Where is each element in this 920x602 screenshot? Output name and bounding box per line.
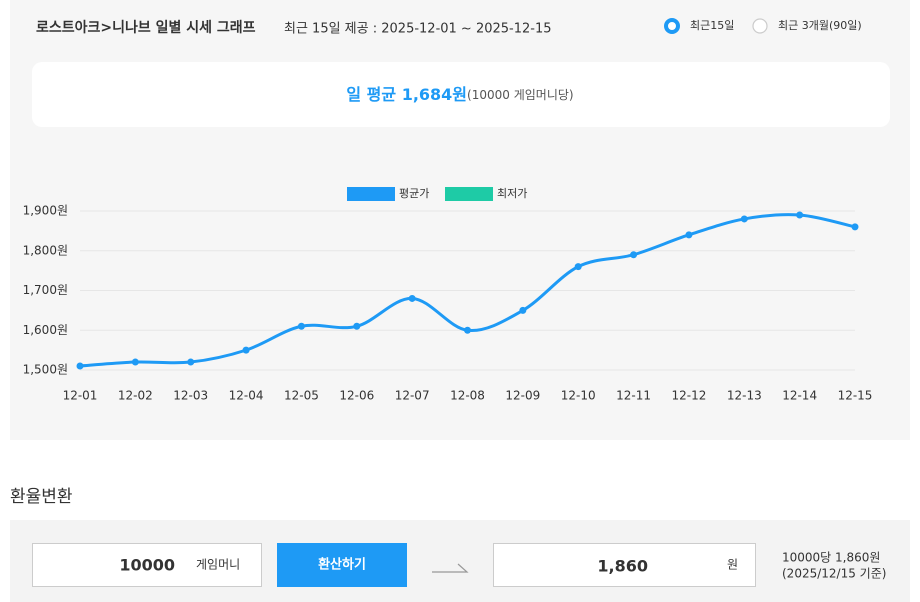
point [464, 326, 471, 334]
arrow [432, 563, 469, 573]
x-tick-label: 12-03 [173, 389, 208, 403]
point [76, 362, 84, 370]
legend-label: 평균가 [399, 187, 429, 200]
radio-label[interactable]: 최근15일 [690, 18, 734, 32]
y-tick-label: 1,800원 [23, 243, 68, 257]
point [796, 211, 804, 219]
x-tick-label: 12-05 [284, 389, 319, 403]
y-tick-label: 1,500원 [23, 363, 68, 377]
section-title: 환율변환 [10, 487, 73, 507]
x-tick-label: 12-11 [616, 389, 651, 403]
legend-label: 최저가 [497, 187, 527, 200]
radio-label[interactable]: 최근 3개월(90일) [778, 18, 862, 32]
x-tick-label: 12-07 [395, 389, 430, 403]
button-label[interactable]: 환산하기 [318, 557, 366, 573]
result-unit: 원 [727, 558, 738, 572]
result: 1,860 [597, 557, 648, 576]
radio[interactable] [752, 18, 768, 34]
x-tick-label: 12-10 [561, 389, 596, 403]
summary-note: (10000 게임머니당) [467, 88, 574, 102]
x-tick-label: 12-13 [727, 389, 762, 403]
summary-card [32, 62, 890, 127]
point [131, 358, 139, 366]
x-tick-label: 12-15 [838, 389, 873, 403]
y-tick-label: 1,900원 [23, 204, 68, 218]
point [408, 294, 416, 302]
x-tick-label: 12-01 [63, 389, 98, 403]
rate-date: (2025/12/15 기준) [782, 567, 886, 581]
summary-main: 일 평균 1,684원 [346, 85, 467, 104]
x-tick-label: 12-09 [505, 389, 540, 403]
point [740, 215, 748, 223]
x-tick-label: 12-12 [671, 389, 706, 403]
subtitle: 최근 15일 제공 : 2025-12-01 ~ 2025-12-15 [284, 22, 552, 37]
rate-note: 10000당 1,860원 [782, 551, 880, 565]
point [187, 358, 195, 366]
legend-swatch [445, 187, 493, 201]
chart: 1,500원 1,600원 1,700원 1,800원 1,900원 12-01 12-02… [23, 187, 873, 403]
x-tick-label: 12-06 [339, 389, 374, 403]
page-title: 로스트아크>니나브 일별 시세 그래프 [36, 19, 256, 36]
x-tick-label: 12-04 [229, 389, 264, 403]
amount-input[interactable] [32, 543, 262, 587]
radio-selected[interactable] [664, 18, 680, 34]
point [685, 231, 693, 239]
y-tick-label: 1,600원 [23, 323, 68, 337]
convert-button[interactable] [277, 543, 407, 587]
amount: 10000 [119, 556, 175, 575]
x-tick-label: 12-14 [782, 389, 817, 403]
point [574, 263, 582, 271]
point [242, 346, 250, 354]
legend-swatch [347, 187, 395, 201]
x-tick-label: 12-02 [118, 389, 153, 403]
amount-unit: 게임머니 [196, 558, 240, 572]
summary: 일 평균 1,684원(10000 게임머니당) [346, 85, 573, 104]
point [630, 251, 638, 259]
x-tick-label: 12-08 [450, 389, 485, 403]
point [297, 322, 305, 330]
point [519, 306, 527, 314]
result-box [493, 543, 756, 587]
point [353, 322, 361, 330]
point [851, 223, 859, 231]
y-tick-label: 1,700원 [23, 283, 68, 297]
